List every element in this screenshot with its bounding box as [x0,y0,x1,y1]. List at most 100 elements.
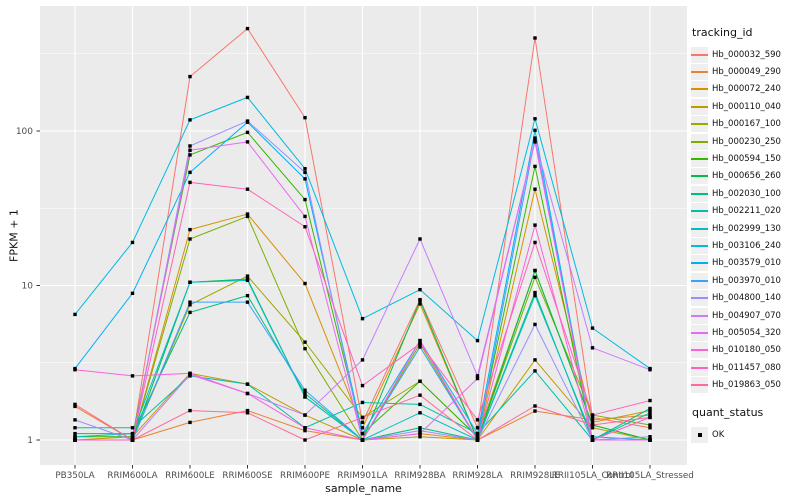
data-point [188,303,192,307]
data-point [590,415,595,420]
legend-key-line-icon [691,185,708,202]
data-point [590,423,595,427]
data-point [245,214,250,219]
legend-key-line-icon [691,290,708,307]
data-point [418,338,422,343]
legend-label: Hb_003106_240 [712,240,781,251]
data-point [418,402,422,407]
x-tick-label: RRIM600LA [107,471,157,481]
legend-title-tracking-id: tracking_id [692,26,753,39]
data-point [590,326,595,330]
data-point [303,426,307,430]
data-point [418,431,422,436]
legend-key-line-icon [691,377,708,394]
data-point [188,280,192,284]
legend-key-line-icon [691,98,708,115]
legend-item-Hb_002211_020: Hb_002211_020 [691,203,799,220]
legend-label: Hb_000049_290 [712,67,781,78]
data-point [475,426,480,430]
legend-label: Hb_000656_260 [712,171,781,182]
data-point [360,358,365,362]
data-point [648,426,652,430]
legend-label: Hb_003970_010 [712,275,781,286]
data-point [648,408,652,413]
data-point [130,431,135,436]
data-point [418,411,422,415]
legend-label: Hb_003579_010 [712,258,781,269]
legend-title-quant-status: quant_status [692,405,764,419]
legend-label: Hb_000594_150 [712,154,781,165]
data-point [188,153,192,157]
data-point [303,346,307,351]
data-point [590,438,595,442]
data-point [533,409,537,413]
x-tick-label: RRIM600PE [280,471,330,481]
x-tick-label: RRIM901LA [337,471,387,481]
data-point [533,290,537,295]
legend-label: Hb_002030_100 [712,188,781,199]
data-point [533,275,537,279]
legend-key-line-icon [691,359,708,376]
data-point [590,426,595,430]
data-point [188,170,192,175]
legend-label: Hb_005054_320 [712,327,781,338]
legend-key-line-icon [691,46,708,63]
data-point [245,382,250,386]
legend-label: Hb_000167_100 [712,119,781,130]
legend-label: Hb_011457_080 [712,362,781,373]
legend-key-line-icon [691,237,708,254]
legend-item-Hb_000230_250: Hb_000230_250 [691,133,799,150]
legend-item-Hb_003579_010: Hb_003579_010 [691,255,799,272]
legend-item-quant-ok: OK [691,426,799,443]
plot-panel [40,6,687,465]
data-point [188,420,192,425]
data-point [130,240,135,245]
legend-item-Hb_003106_240: Hb_003106_240 [691,237,799,254]
data-point [418,379,422,383]
legend-item-Hb_000049_290: Hb_000049_290 [691,63,799,81]
data-point [533,117,537,121]
data-point [533,240,537,245]
data-point [245,187,250,191]
data-point [188,180,192,185]
legend-item-Hb_000167_100: Hb_000167_100 [691,116,799,133]
data-point [590,435,595,439]
legend-item-Hb_000110_040: Hb_000110_040 [691,98,799,115]
y-tick-label: 1 [27,436,33,446]
data-point [533,322,537,327]
legend-key-line-icon [691,133,708,150]
ok-point-icon [691,426,708,443]
data-point [73,426,77,430]
legend-label: Hb_004800_140 [712,293,781,304]
legend-label: Hb_000230_250 [712,136,781,147]
data-point [475,418,480,422]
data-point [245,408,250,413]
data-point [73,368,77,372]
data-point [73,435,77,439]
data-point [188,144,192,148]
x-tick-label: RRIM928LE [510,471,560,481]
data-point [475,438,480,442]
data-point [360,400,365,405]
data-point [188,371,192,376]
data-point [245,274,250,278]
data-point [418,435,422,439]
legend-key-line-icon [691,116,708,133]
data-point [130,438,135,442]
x-tick-label: RRII105LA_Stressed [606,471,694,481]
data-point [533,128,537,133]
data-point [648,368,652,372]
x-tick-label: RRIM600LE [165,471,215,481]
data-point [418,345,422,349]
data-point [188,310,192,315]
data-point [245,26,250,31]
data-point [533,36,537,40]
legend-label-ok: OK [712,429,725,440]
x-tick-label: PB350LA [55,471,94,481]
legend-item-Hb_000072_240: Hb_000072_240 [691,81,799,98]
x-tick-label: RRIM928BA [394,471,445,481]
data-point [130,291,135,296]
data-point [245,278,250,283]
data-point [360,426,365,430]
